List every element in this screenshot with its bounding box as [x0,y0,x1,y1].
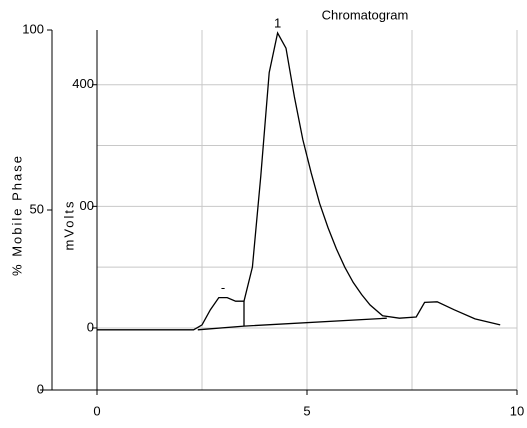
y-tick-label: 0 [87,319,94,334]
x-tick-label: 5 [303,403,310,418]
peak-label: - [221,280,225,295]
peak-label: 1 [274,15,281,30]
y2-tick-label: 0 [37,381,44,396]
y-axis-label: mVolts [61,199,76,250]
x-tick-label: 0 [93,403,100,418]
y2-axis-label: % Mobile Phase [9,154,24,276]
trace-line [97,31,501,331]
y-tick-label: 00 [80,198,94,213]
chart-title: Chromatogram [322,7,409,22]
x-tick-label: 10 [510,403,524,418]
y2-tick-label: 50 [30,201,44,216]
y2-tick-label: 100 [22,21,44,36]
y-tick-label: 400 [72,76,94,91]
